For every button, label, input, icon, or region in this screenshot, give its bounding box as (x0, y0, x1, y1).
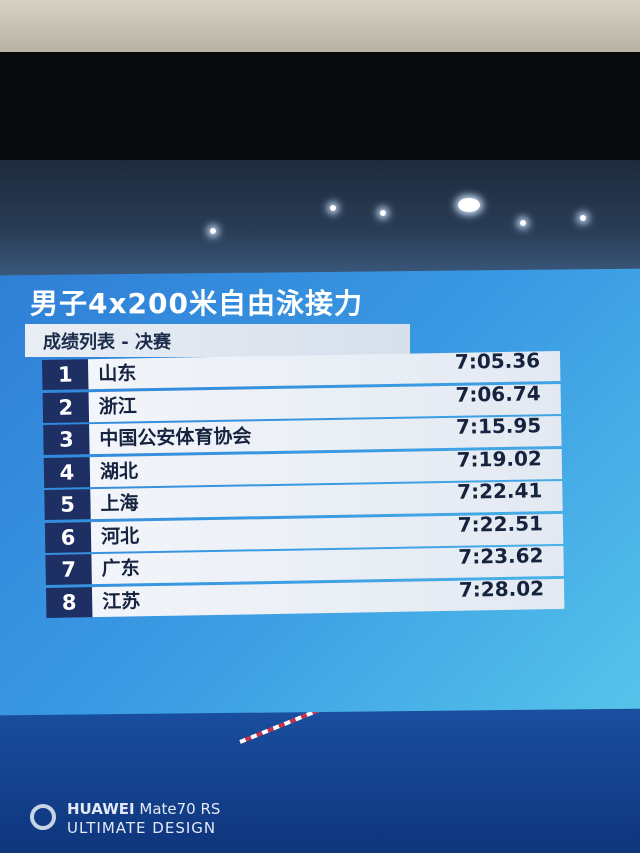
arena-background (0, 160, 640, 280)
results-subtitle: 成绩列表 - 决赛 (25, 324, 410, 357)
team-label: 河北 (100, 524, 140, 548)
pool-background (0, 705, 640, 853)
result-time: 7:22.51 (457, 510, 544, 537)
result-time: 7:22.41 (456, 478, 543, 504)
rank-number: 8 (45, 586, 93, 618)
team-label: 江苏 (102, 589, 141, 613)
watermark-model: Mate70 RS (139, 800, 221, 818)
result-time: 7:06.74 (455, 380, 541, 407)
watermark-tagline: ULTIMATE DESIGN (67, 819, 217, 837)
rank-number: 1 (42, 359, 89, 390)
arena-light (458, 198, 480, 212)
result-time: 7:28.02 (458, 575, 545, 602)
team-label: 中国公安体育协会 (99, 425, 252, 451)
arena-light (580, 215, 586, 221)
results-table: 1 山东 7:05.36 2 浙江 7:06.74 3 中国公安体育协会 7:15.95 4… (42, 348, 565, 620)
result-time: 7:23.62 (458, 543, 544, 569)
team-label: 湖北 (99, 459, 139, 483)
rank-number: 3 (43, 424, 90, 455)
result-time: 7:05.36 (454, 348, 541, 374)
team-label: 上海 (100, 492, 139, 515)
result-row: 8 江苏 7:28.02 (45, 576, 565, 618)
arena-light (210, 228, 216, 234)
team-label: 广东 (101, 557, 140, 580)
arena-light (380, 210, 386, 216)
arena-light (520, 220, 526, 226)
rank-number: 5 (44, 489, 91, 520)
result-time: 7:15.95 (455, 413, 542, 439)
rank-number: 7 (45, 554, 92, 585)
event-title: 男子4x200米自由泳接力 (30, 287, 363, 320)
arena-light (330, 205, 336, 211)
team-label: 浙江 (98, 394, 138, 418)
team-label: 山东 (98, 362, 137, 386)
tv-bezel (0, 0, 640, 52)
watermark-brand: HUAWEI (67, 800, 135, 818)
rank-number: 4 (43, 456, 91, 488)
screen-top-black (0, 52, 640, 162)
rank-number: 2 (42, 391, 90, 423)
team-name: 江苏 7:28.02 (91, 576, 565, 617)
result-time: 7:19.02 (456, 445, 542, 472)
rank-number: 6 (44, 521, 92, 553)
huawei-ring-logo-icon (30, 804, 56, 830)
